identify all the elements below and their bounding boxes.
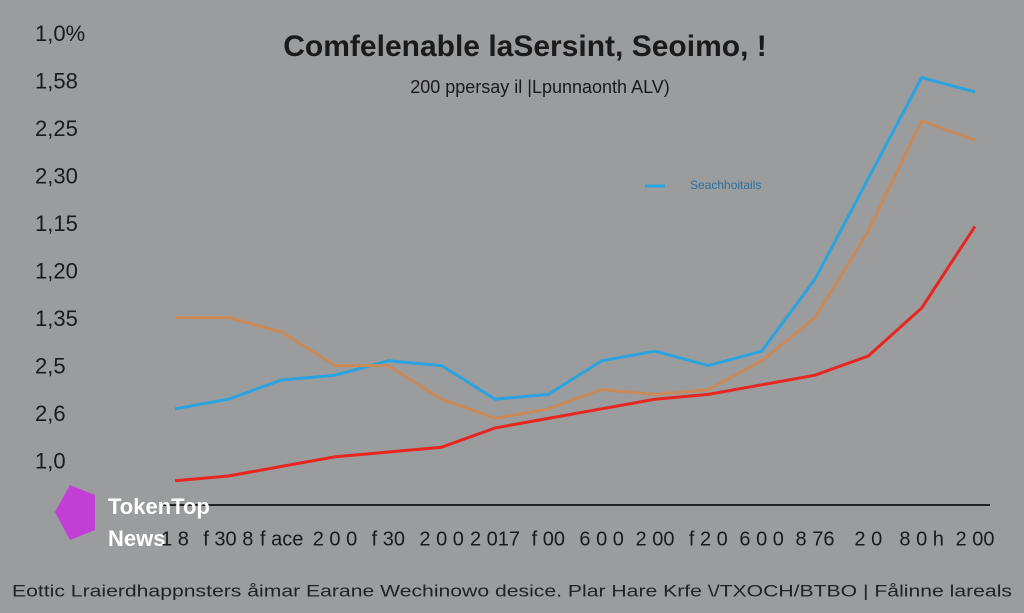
y-axis-label: 1,58: [35, 68, 78, 93]
x-tick-label: 2 0: [854, 528, 882, 550]
x-tick-label: f 2 0: [689, 528, 728, 550]
y-axis-label: 1,0%: [35, 21, 85, 46]
x-tick-label: f ace: [260, 528, 303, 550]
chart-subtitle: 200 ppersay il |Lpunnaonth ALV): [410, 77, 670, 97]
y-axis-label: 2,30: [35, 163, 78, 188]
series-line: [174, 76, 976, 411]
y-axis-label: 1,15: [35, 211, 78, 236]
x-tick-label: 1 8: [161, 528, 189, 550]
x-tick-label: f 30 8: [203, 528, 253, 550]
y-axis-label: 1,35: [35, 306, 78, 331]
legend-label: Seachhoitails: [690, 178, 761, 192]
x-tick-label: 2 017: [470, 528, 520, 550]
x-tick-label: f 00: [532, 528, 565, 550]
y-axis-label: 2,6: [35, 401, 66, 426]
chart-title: Comfelenable laSersint, Seoimo, !: [283, 30, 766, 63]
x-tick-label: 8 0 h: [899, 528, 943, 550]
x-tick-label: 2 0 0: [419, 528, 463, 550]
watermark: News: [108, 526, 165, 551]
series-line: [174, 225, 977, 483]
y-axis-label: 2,25: [35, 116, 78, 141]
y-axis-label: 1,0: [35, 448, 66, 473]
x-tick-label: 6 0 0: [739, 528, 783, 550]
series-line: [175, 119, 976, 420]
x-tick-label: 8 76: [796, 528, 835, 550]
watermark: TokenTop: [108, 494, 210, 519]
y-axis-label: 2,5: [35, 353, 66, 378]
x-tick-label: 2 0 0: [313, 528, 357, 550]
x-tick-label: 2 00: [956, 528, 995, 550]
logo: TokenTop News: [55, 485, 210, 551]
x-tick-label: f 30: [372, 528, 405, 550]
x-tick-label: 2 00: [636, 528, 675, 550]
logo-icon: [55, 485, 95, 540]
x-tick-label: 6 0 0: [579, 528, 623, 550]
y-axis-label: 1,20: [35, 258, 78, 283]
footer: Eottic Lraierdhappnsters åimar Earane We…: [12, 581, 1012, 600]
